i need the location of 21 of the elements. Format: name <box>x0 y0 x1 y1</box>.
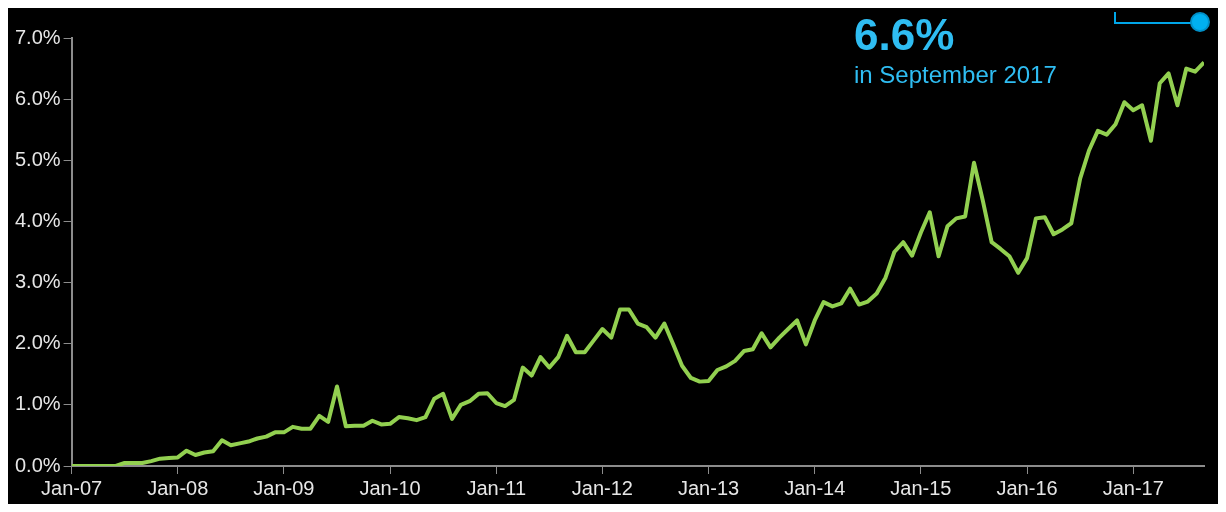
x-tick-label: Jan-09 <box>253 476 315 499</box>
x-tick-label: Jan-14 <box>784 476 846 499</box>
x-tick-label: Jan-15 <box>890 476 952 499</box>
annotation: 6.6% <box>854 10 956 60</box>
x-tick-label: Jan-08 <box>147 476 209 499</box>
y-tick-label: 0.0% <box>14 453 61 476</box>
x-tick-label: Jan-17 <box>1102 476 1164 499</box>
x-tick-label: Jan-16 <box>996 476 1058 499</box>
y-tick-label: 5.0% <box>14 147 61 170</box>
y-tick-label: 6.0% <box>14 86 61 109</box>
annotation: in September 2017 <box>854 60 1057 90</box>
x-tick-label: Jan-12 <box>571 476 633 499</box>
y-tick-label: 4.0% <box>14 208 61 231</box>
x-tick-label: Jan-10 <box>359 476 421 499</box>
y-tick-label: 2.0% <box>14 331 61 354</box>
y-tick-label: 7.0% <box>14 25 61 48</box>
x-tick-label: Jan-07 <box>41 476 103 499</box>
y-tick-label: 3.0% <box>14 270 61 293</box>
y-tick-label: 1.0% <box>14 392 61 415</box>
x-tick-label: Jan-13 <box>677 476 740 499</box>
x-tick-label: Jan-11 <box>466 476 527 499</box>
